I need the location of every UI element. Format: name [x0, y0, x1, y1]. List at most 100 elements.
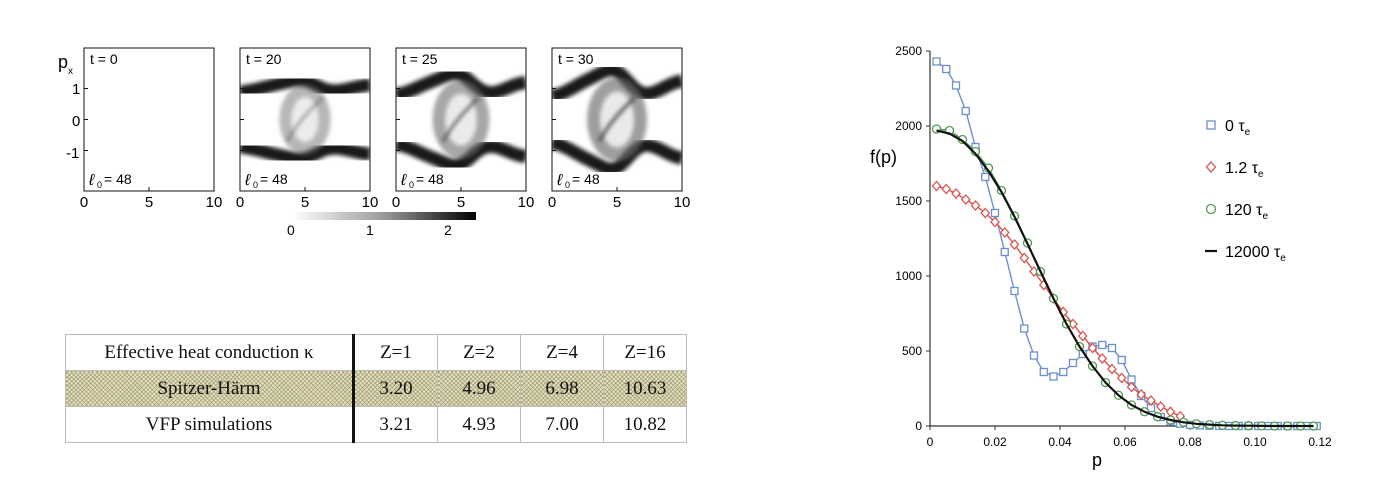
data-point — [1107, 363, 1117, 375]
x-tick-label: 0.10 — [1243, 435, 1267, 449]
table-cell: 3.20 — [353, 370, 438, 407]
y-axis-sub: x — [68, 66, 73, 77]
x-tick-label: 5 — [457, 194, 465, 211]
data-point — [1010, 286, 1019, 296]
x-axis-label: p — [1092, 450, 1102, 470]
data-point — [1068, 358, 1078, 368]
phase-band — [552, 136, 682, 176]
x-tick-label: 0.02 — [983, 435, 1007, 449]
legend-label: 120 τe — [1225, 202, 1268, 222]
x-tick-label: 0.04 — [1048, 435, 1072, 449]
data-point — [1117, 355, 1126, 365]
x-tick-label: 0 — [392, 194, 400, 211]
x-tick-label: 10 — [206, 194, 223, 211]
y-tick-label: 2000 — [895, 119, 922, 133]
colorbar-tick-0: 0 — [287, 222, 295, 238]
table-cell: 10.63 — [603, 370, 687, 407]
heat-conduction-table: Effective heat conduction κ Z=1 Z=2 Z=4 … — [65, 334, 687, 443]
data-point — [1165, 406, 1176, 418]
x-tick-label: 0 — [927, 435, 934, 449]
data-point — [1049, 372, 1058, 381]
lambda-label: = 48 — [572, 171, 600, 187]
x-tick-label: 0 — [548, 194, 556, 211]
phase-filament — [286, 97, 324, 142]
phase-vortex-core — [600, 91, 634, 148]
table-header-z4: Z=4 — [520, 334, 604, 371]
lambda-sub: 0 — [409, 180, 414, 190]
series-diamond — [931, 180, 1186, 422]
y-tick-label: 0 — [915, 419, 922, 433]
data-point — [951, 188, 961, 199]
table-header-label: Effective heat conduction κ — [65, 334, 355, 371]
phase-filament — [597, 96, 637, 143]
series-line — [936, 129, 1314, 428]
table-cell: 6.98 — [520, 370, 604, 407]
x-tick-label: 0 — [80, 194, 88, 211]
x-tick-label: 0.12 — [1308, 435, 1332, 449]
legend-marker — [1206, 120, 1216, 130]
lambda-symbol-icon: ℓ — [556, 172, 563, 189]
data-point — [1116, 372, 1127, 384]
table-cell: 4.93 — [437, 406, 521, 443]
table-row: VFP simulations 3.21 4.93 7.00 10.82 — [65, 406, 687, 443]
x-tick-label: 10 — [518, 194, 535, 211]
phase-space-figure: p x 1 0 -1 t = 0= 48ℓ 00 5 10t = 20= 48ℓ 00 5… — [58, 47, 691, 238]
table-cell: 7.00 — [520, 406, 604, 443]
data-point — [1039, 367, 1048, 377]
y-tick-label: 1000 — [895, 269, 922, 283]
legend-marker — [1205, 161, 1217, 173]
y-tick-minus1: -1 — [66, 145, 79, 162]
data-point — [1059, 367, 1068, 377]
x-tick-label: 5 — [145, 194, 153, 211]
data-point — [1000, 247, 1009, 257]
y-axis-label: f(p) — [870, 147, 897, 167]
phase-band — [552, 63, 682, 103]
data-point — [1009, 239, 1020, 250]
data-point — [941, 183, 952, 195]
colorbar — [292, 212, 476, 220]
data-point — [1107, 343, 1117, 353]
data-point — [980, 207, 991, 219]
y-tick-0: 0 — [72, 113, 80, 130]
table-header-z2: Z=2 — [437, 334, 521, 371]
panel-background — [84, 48, 214, 191]
data-point — [981, 172, 990, 182]
table-cell: 10.82 — [603, 406, 687, 443]
data-point — [942, 64, 951, 74]
legend-label: 1.2 τe — [1225, 160, 1264, 180]
lambda-label: = 48 — [260, 171, 288, 187]
data-point — [1136, 389, 1147, 400]
time-label: t = 25 — [402, 51, 438, 67]
lambda-symbol-icon: ℓ — [88, 172, 95, 189]
y-axis-label: p — [58, 52, 68, 72]
data-point — [990, 216, 1000, 228]
data-point — [1146, 395, 1156, 406]
data-point — [999, 227, 1010, 238]
table-header-z1: Z=1 — [353, 334, 438, 371]
lambda-symbol-icon: ℓ — [244, 172, 251, 189]
x-tick-label: 10 — [674, 194, 691, 211]
phase-vortex-core — [291, 97, 319, 142]
phase-panel: t = 0 = 48 ℓ 00 5 10 — [80, 47, 223, 211]
y-tick-label: 500 — [902, 344, 922, 358]
x-tick-label: 10 — [362, 194, 379, 211]
time-label: t = 20 — [246, 51, 282, 67]
lambda-sub: 0 — [97, 180, 102, 190]
y-tick-label: 1500 — [895, 194, 922, 208]
phase-band — [396, 67, 526, 102]
series-none — [936, 129, 1314, 428]
data-point — [1087, 342, 1098, 354]
data-point — [1019, 252, 1030, 264]
lambda-label: = 48 — [104, 171, 132, 187]
lambda-sub: 0 — [253, 180, 258, 190]
data-point — [951, 81, 961, 90]
phase-panel: t = 20 = 48 ℓ 00 5 10 — [236, 47, 379, 211]
data-point — [1126, 381, 1137, 393]
lambda-symbol-icon: ℓ — [400, 172, 407, 189]
data-point — [1098, 340, 1107, 350]
data-point — [961, 106, 970, 116]
legend-label: 0 τe — [1225, 118, 1251, 138]
x-tick-label: 5 — [301, 194, 309, 211]
legend-label: 12000 τe — [1225, 244, 1286, 264]
distribution-chart: 0 500 1000 1500 2000 2500 0 0.02 0.04 0.06 0.08 0.1… — [870, 44, 1332, 470]
